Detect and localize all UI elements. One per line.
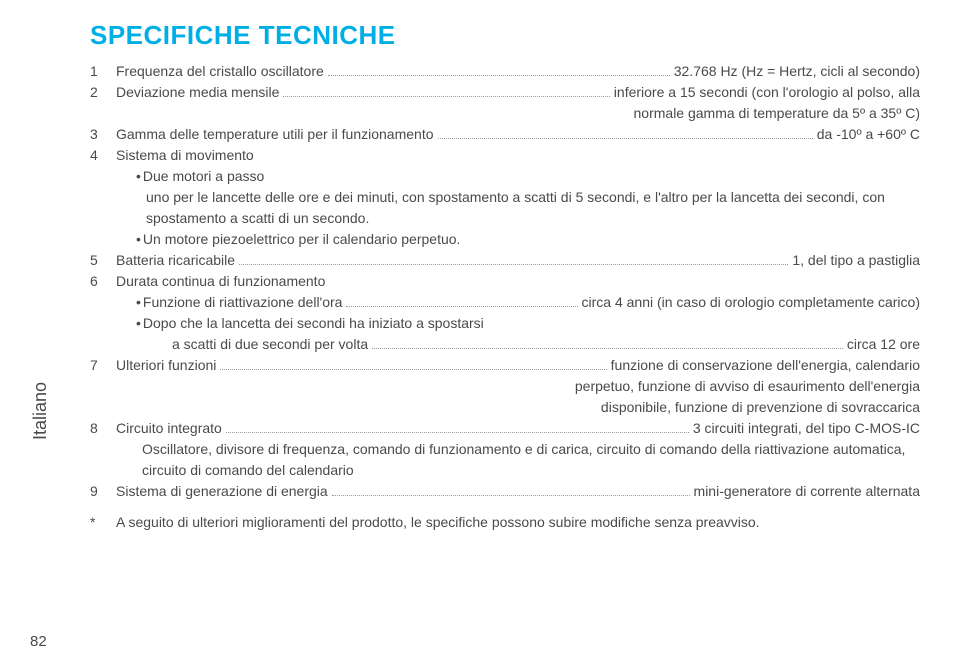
- spec-item-1: 1 Frequenza del cristallo oscillatore 32…: [90, 61, 920, 82]
- spec-description: Oscillatore, divisore di frequenza, coma…: [90, 439, 920, 481]
- spec-item-8: 8 Circuito integrato 3 circuiti integrat…: [90, 418, 920, 439]
- spec-number: 3: [90, 124, 116, 145]
- leader-dots: [283, 96, 609, 97]
- spec-label: Sistema di movimento: [116, 147, 254, 163]
- sub-text: Dopo che la lancetta dei secondi ha iniz…: [143, 315, 484, 331]
- spec-item-9: 9 Sistema di generazione di energia mini…: [90, 481, 920, 502]
- spec-item-2: 2 Deviazione media mensile inferiore a 1…: [90, 82, 920, 103]
- spec-sub-sub: a scatti di due secondi per volta circa …: [90, 334, 920, 355]
- page-number: 82: [30, 633, 47, 650]
- leader-dots: [438, 138, 813, 139]
- spec-value-continuation: normale gamma di temperature da 5º a 35º…: [90, 103, 920, 124]
- spec-label: Frequenza del cristallo oscillatore: [116, 61, 324, 82]
- spec-sub-bullet: •Funzione di riattivazione dell'ora circ…: [90, 292, 920, 313]
- page-content: SPECIFICHE TECNICHE 1 Frequenza del cris…: [0, 0, 960, 553]
- spec-sub-bullet: •Un motore piezoelettrico per il calenda…: [90, 229, 920, 250]
- spec-value: 1, del tipo a pastiglia: [792, 250, 920, 271]
- spec-number: 6: [90, 271, 116, 292]
- spec-number: 9: [90, 481, 116, 502]
- spec-value: 3 circuiti integrati, del tipo C-MOS-IC: [693, 418, 920, 439]
- spec-label: Ulteriori funzioni: [116, 355, 216, 376]
- leader-dots: [220, 369, 606, 370]
- leader-dots: [346, 306, 577, 307]
- spec-item-5: 5 Batteria ricaricabile 1, del tipo a pa…: [90, 250, 920, 271]
- spec-value: 32.768 Hz (Hz = Hertz, cicli al secondo): [674, 61, 920, 82]
- spec-number: 7: [90, 355, 116, 376]
- sub-label: Funzione di riattivazione dell'ora: [143, 292, 343, 313]
- spec-value-continuation: perpetuo, funzione di avviso di esaurime…: [90, 376, 920, 397]
- spec-label: Gamma delle temperature utili per il fun…: [116, 124, 434, 145]
- leader-dots: [332, 495, 690, 496]
- leader-dots: [372, 348, 843, 349]
- spec-item-4: 4 Sistema di movimento: [90, 145, 920, 166]
- footnote-marker: *: [90, 512, 116, 533]
- sub-sub-label: a scatti di due secondi per volta: [172, 334, 368, 355]
- spec-number: 1: [90, 61, 116, 82]
- spec-number: 5: [90, 250, 116, 271]
- spec-value-continuation: disponibile, funzione di prevenzione di …: [90, 397, 920, 418]
- sub-value: circa 4 anni (in caso di orologio comple…: [582, 292, 921, 313]
- footnote: * A seguito di ulteriori miglioramenti d…: [90, 512, 920, 533]
- spec-label: Circuito integrato: [116, 418, 222, 439]
- spec-sub-text: uno per le lancette delle ore e dei minu…: [90, 187, 920, 229]
- spec-number: 8: [90, 418, 116, 439]
- spec-number: 2: [90, 82, 116, 103]
- spec-item-7: 7 Ulteriori funzioni funzione di conserv…: [90, 355, 920, 376]
- spec-value: da -10º a +60º C: [817, 124, 920, 145]
- spec-item-3: 3 Gamma delle temperature utili per il f…: [90, 124, 920, 145]
- spec-value: inferiore a 15 secondi (con l'orologio a…: [614, 82, 920, 103]
- spec-value: mini-generatore di corrente alternata: [694, 481, 920, 502]
- leader-dots: [328, 75, 670, 76]
- spec-sub-bullet: •Due motori a passo: [90, 166, 920, 187]
- spec-value: funzione di conservazione dell'energia, …: [611, 355, 920, 376]
- sub-text: Due motori a passo: [143, 168, 264, 184]
- page-title: SPECIFICHE TECNICHE: [90, 20, 920, 51]
- spec-label: Deviazione media mensile: [116, 82, 279, 103]
- sub-text: Un motore piezoelettrico per il calendar…: [143, 231, 461, 247]
- leader-dots: [239, 264, 788, 265]
- spec-label: Sistema di generazione di energia: [116, 481, 328, 502]
- leader-dots: [226, 432, 689, 433]
- footnote-text: A seguito di ulteriori miglioramenti del…: [116, 514, 760, 530]
- spec-number: 4: [90, 145, 116, 166]
- spec-item-6: 6 Durata continua di funzionamento: [90, 271, 920, 292]
- spec-label: Batteria ricaricabile: [116, 250, 235, 271]
- sub-sub-value: circa 12 ore: [847, 334, 920, 355]
- spec-label: Durata continua di funzionamento: [116, 273, 325, 289]
- spec-sub-bullet: •Dopo che la lancetta dei secondi ha ini…: [90, 313, 920, 334]
